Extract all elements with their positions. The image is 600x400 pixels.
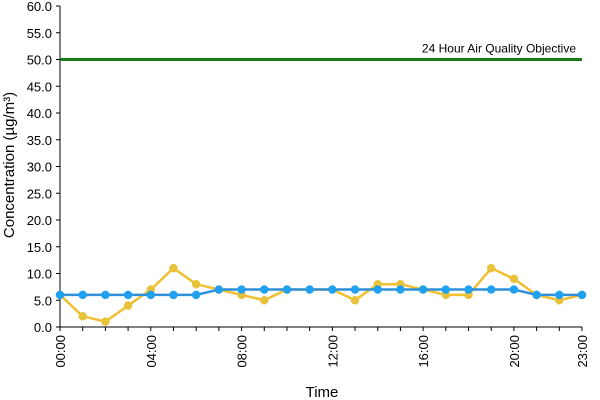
y-tick-label: 5.0 (34, 293, 52, 308)
x-tick-label: 08:00 (235, 335, 250, 368)
data-point (191, 279, 201, 289)
data-point (464, 285, 473, 294)
data-point (328, 285, 337, 294)
series-group (55, 263, 587, 326)
y-tick-label: 50.0 (27, 53, 52, 68)
data-point (123, 290, 133, 300)
x-tick-label: 20:00 (507, 335, 522, 368)
data-point (555, 290, 564, 300)
data-point (169, 290, 178, 300)
data-point (101, 317, 110, 326)
data-point (55, 290, 65, 300)
y-tick-label: 20.0 (27, 213, 52, 228)
x-tick-label: 12:00 (325, 335, 340, 368)
y-tick-label: 15.0 (27, 240, 52, 255)
data-point (486, 285, 496, 294)
y-tick-label: 0.0 (34, 320, 52, 335)
axes-group: 0.0 5.0 10.0 15.0 20.0 25.0 30.0 35.0 40.0 45.0 50… (27, 0, 590, 368)
data-point (509, 285, 519, 294)
data-point (373, 285, 382, 294)
series-2 (55, 285, 587, 300)
data-point (214, 285, 224, 294)
reference-line-group: 24 Hour Air Quality Objective (60, 42, 582, 61)
data-point (146, 290, 156, 300)
x-axis-label: Time (306, 384, 339, 400)
data-point (237, 285, 246, 294)
data-point (123, 301, 133, 310)
data-point (191, 290, 201, 300)
data-point (78, 312, 87, 321)
data-point (282, 285, 292, 294)
reference-line-label: 24 Hour Air Quality Objective (422, 42, 576, 56)
x-tick-label: 00:00 (53, 335, 68, 368)
data-point (418, 285, 428, 294)
data-point (509, 274, 519, 284)
data-point (260, 285, 269, 294)
data-point (169, 263, 178, 273)
data-point (577, 290, 587, 300)
data-point (441, 285, 451, 294)
data-point (350, 285, 360, 294)
data-point (78, 290, 87, 300)
x-tick-label: 04:00 (144, 335, 159, 368)
y-tick-label: 60.0 (27, 0, 52, 14)
data-point (396, 285, 405, 294)
y-tick-label: 40.0 (27, 106, 52, 121)
series-line (60, 288, 582, 297)
data-point (350, 296, 360, 305)
data-point (260, 296, 269, 305)
y-tick-label: 10.0 (27, 267, 52, 282)
data-point (532, 290, 541, 300)
y-tick-label: 25.0 (27, 186, 52, 201)
y-tick-label: 35.0 (27, 133, 52, 148)
x-tick-label: 23:00 (575, 335, 590, 368)
data-point (305, 285, 314, 294)
x-tick-label: 16:00 (416, 335, 431, 368)
y-axis-label: Concentration (µg/m³) (1, 92, 18, 238)
y-tick-label: 55.0 (27, 26, 52, 41)
data-point (486, 263, 496, 273)
y-tick-label: 30.0 (27, 160, 52, 175)
data-point (101, 290, 110, 300)
y-tick-label: 45.0 (27, 79, 52, 94)
